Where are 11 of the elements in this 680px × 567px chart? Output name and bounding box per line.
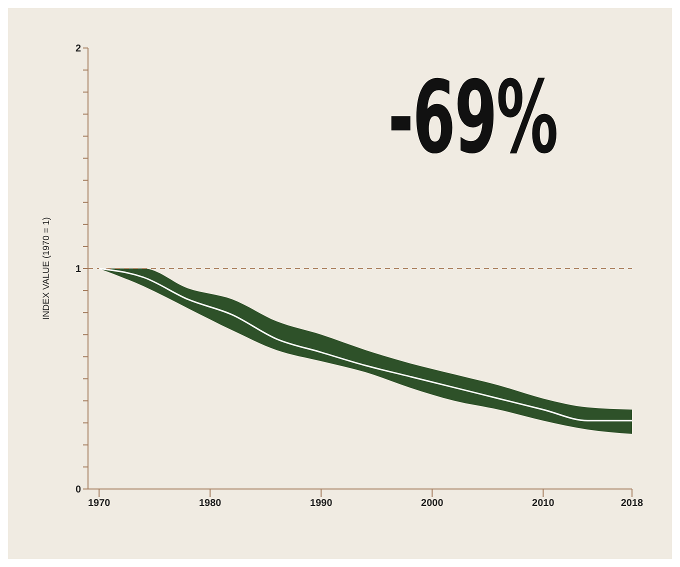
x-tick-label: 1990 (310, 498, 333, 510)
y-tick-label: 0 (75, 484, 82, 496)
x-tick-label: 1980 (198, 498, 222, 510)
annotation: -69% (388, 59, 558, 176)
y-axis-title: INDEX VALUE (1970 = 1) (41, 217, 52, 320)
x-tick-label: 2000 (421, 498, 444, 510)
x-tick-label: 2018 (620, 498, 644, 510)
y-tick-label: 2 (75, 44, 82, 55)
x-tick-label: 1970 (88, 498, 111, 510)
x-tick-label: 2010 (532, 498, 555, 510)
y-tick-label: 1 (75, 264, 82, 276)
